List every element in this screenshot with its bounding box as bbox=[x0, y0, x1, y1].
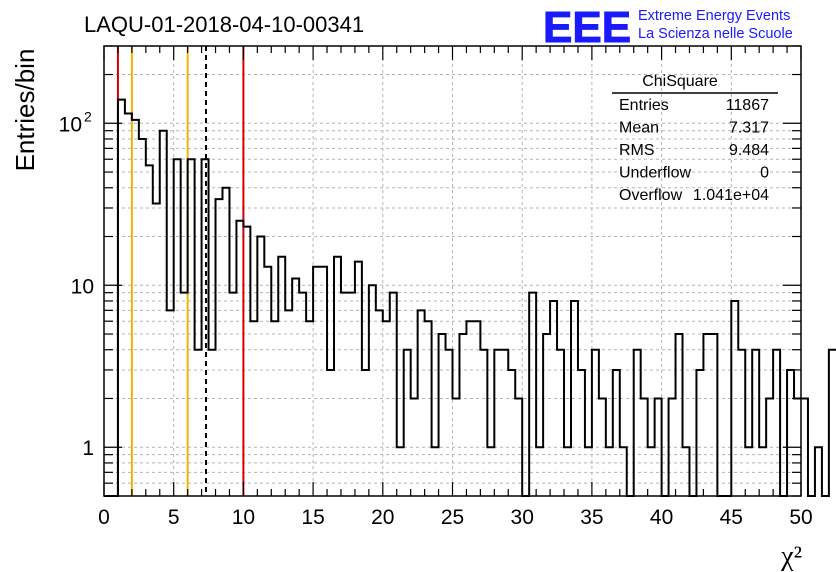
histogram-outline bbox=[104, 98, 836, 497]
y-tick-label-0: 1 bbox=[82, 437, 94, 460]
x-axis-label: χ² bbox=[780, 541, 802, 572]
y-tick-exponent-2: 2 bbox=[84, 108, 92, 124]
eee-logo-mark: EEE bbox=[543, 3, 631, 52]
stats-value-underflow: 0 bbox=[760, 165, 769, 182]
stats-box: ChiSquare Entries 11867 Mean 7.317 RMS 9.484 U… bbox=[612, 73, 778, 204]
stats-value-entries: 11867 bbox=[726, 97, 769, 114]
eee-logo-line2: La Scienza nelle Scuole bbox=[638, 26, 793, 42]
eee-logo: EEE Extreme Energy Events La Scienza nel… bbox=[543, 3, 793, 53]
y-axis-label: Entries/bin bbox=[10, 49, 40, 172]
stats-value-mean: 7.317 bbox=[729, 120, 769, 137]
x-tick-label-5: 25 bbox=[441, 506, 464, 529]
x-tick-label-2: 10 bbox=[232, 506, 255, 529]
x-tick-label-9: 45 bbox=[720, 506, 743, 529]
chart-title: LAQU-01-2018-04-10-00341 bbox=[84, 12, 364, 37]
x-tick-label-3: 15 bbox=[301, 506, 324, 529]
stats-label-rms: RMS bbox=[619, 142, 655, 159]
x-tick-label-4: 20 bbox=[371, 506, 394, 529]
y-tick-label-2: 10 bbox=[59, 113, 82, 136]
x-tick-label-7: 35 bbox=[580, 506, 603, 529]
stats-rows: Entries 11867 Mean 7.317 RMS 9.484 Underflow 0 O… bbox=[619, 97, 769, 204]
stats-label-underflow: Underflow bbox=[619, 165, 691, 182]
x-tick-label-8: 40 bbox=[650, 506, 673, 529]
stats-label-overflow: Overflow bbox=[619, 187, 683, 204]
x-tick-label-6: 30 bbox=[511, 506, 534, 529]
x-tick-label-0: 0 bbox=[98, 506, 110, 529]
y-tick-label-1: 10 bbox=[71, 275, 94, 298]
x-tick-label-10: 50 bbox=[789, 506, 812, 529]
stats-value-overflow: 1.041e+04 bbox=[693, 187, 769, 204]
eee-logo-line1: Extreme Energy Events bbox=[638, 8, 790, 24]
stats-title: ChiSquare bbox=[642, 73, 718, 90]
stats-value-rms: 9.484 bbox=[729, 142, 769, 159]
stats-label-entries: Entries bbox=[619, 97, 669, 114]
x-tick-label-1: 5 bbox=[168, 506, 180, 529]
stats-label-mean: Mean bbox=[619, 120, 659, 137]
